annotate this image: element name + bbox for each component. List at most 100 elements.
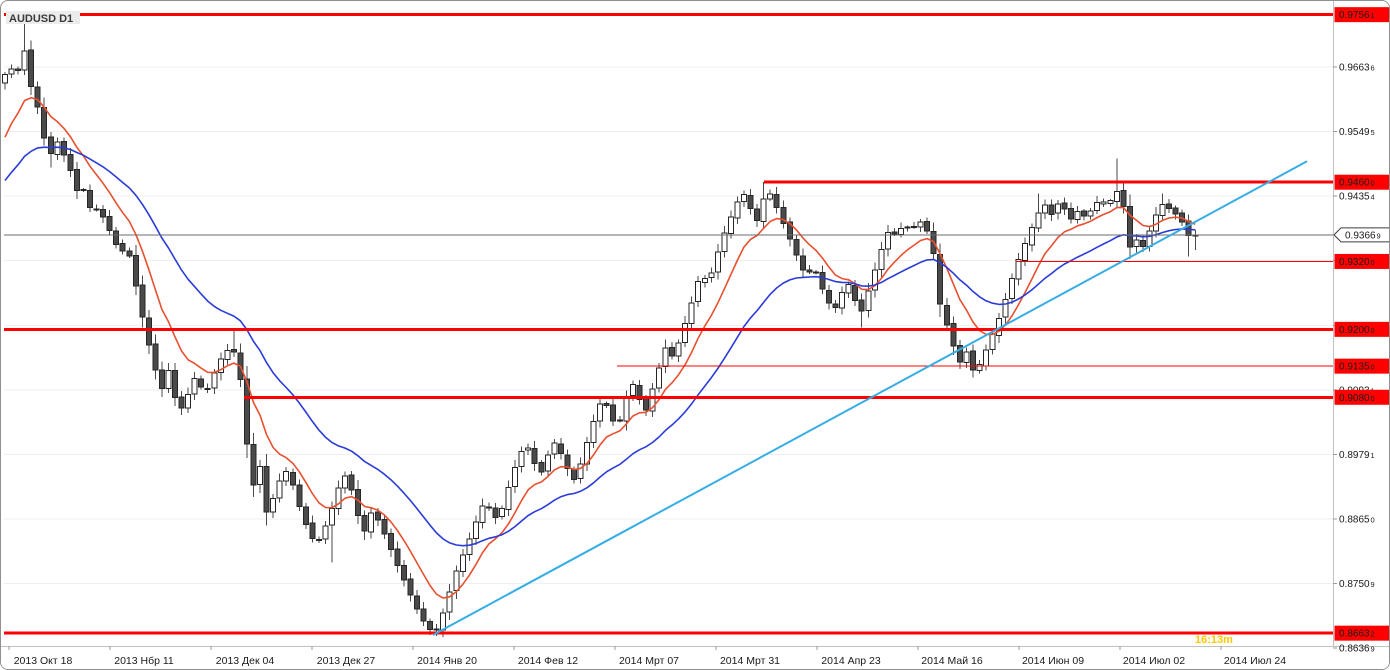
candle-body (1120, 189, 1127, 207)
candle-body (185, 393, 192, 409)
candle-body (433, 628, 440, 631)
candle-body (610, 404, 617, 422)
candle-body (917, 221, 924, 228)
level-price-label-text: 0.8663 (1339, 629, 1370, 640)
level-price-label-pip: 1 (1371, 11, 1375, 20)
candle-body (780, 206, 787, 224)
candle-body (512, 467, 519, 487)
candle-body (1107, 200, 1114, 204)
candle-body (1041, 204, 1048, 214)
candle-body (427, 621, 434, 631)
candle-body (381, 519, 388, 535)
candle-body (669, 347, 676, 357)
candle-body (963, 351, 970, 363)
level-price-label-text: 0.9320 (1339, 257, 1370, 268)
candle-body (420, 608, 427, 622)
level-price-label-text: 0.9756 (1339, 10, 1370, 21)
level-price-label (1334, 7, 1389, 23)
candle-body (518, 450, 525, 468)
candle-body (394, 548, 401, 566)
trendline[interactable] (432, 160, 1308, 636)
candle-body (250, 444, 257, 486)
candle-body (741, 194, 748, 203)
candle-body (309, 522, 316, 540)
candle-body (158, 369, 165, 390)
symbol-label-background (6, 11, 80, 24)
candle-body (113, 230, 120, 245)
candle-body (525, 447, 532, 451)
price-axis-label: 0.8979 (1339, 450, 1370, 461)
date-axis-label: 2014 Апр 23 (821, 655, 881, 667)
moving-average-fast[interactable] (4, 97, 1196, 599)
candle-body (374, 511, 381, 521)
candle-body (1094, 201, 1101, 211)
candle-body (270, 498, 277, 513)
level-price-label-text: 0.9200 (1339, 325, 1370, 336)
candle-body (688, 302, 695, 325)
price-axis-label: 0.9435 (1339, 192, 1370, 203)
candle-body (950, 323, 957, 347)
candle-body (296, 484, 303, 507)
candle-countdown-timer: 16:13m (1195, 634, 1233, 646)
candle-body (1054, 203, 1061, 214)
candle-body (80, 188, 87, 191)
candle-body (531, 447, 538, 464)
level-price-label-text: 0.9460 (1339, 178, 1370, 189)
candle-body (1146, 230, 1153, 248)
candle-body (760, 198, 767, 222)
candle-body (1185, 220, 1192, 237)
candle-body (1074, 211, 1081, 221)
price-axis-label-pip: 9 (1371, 645, 1375, 654)
candle-body (283, 471, 290, 482)
candle-body (590, 421, 597, 444)
candle-body (499, 508, 506, 517)
candle-body (335, 487, 342, 509)
price-axis-label-pip: 5 (1371, 128, 1375, 137)
candle-body (342, 475, 349, 489)
level-price-label-pip: 2 (1371, 630, 1375, 639)
current-price-label-pip: 9 (1377, 231, 1381, 240)
candle-body (858, 299, 865, 312)
candle-body (479, 505, 486, 524)
symbol-label-group: AUDUSD D1 (6, 11, 80, 25)
candle-body (47, 136, 54, 155)
moving-average-slow[interactable] (4, 146, 1196, 547)
candle-body (453, 570, 460, 592)
price-axis-label-pip: 4 (1371, 193, 1375, 202)
level-price-label-pip: 0 (1371, 363, 1375, 372)
level-price-label (1334, 389, 1389, 405)
date-axis-label: 2014 Фев 12 (518, 655, 578, 667)
candle-body (616, 419, 623, 422)
candle-body (2, 74, 8, 84)
date-axis-panel (1, 646, 1389, 669)
candle-body (217, 358, 224, 374)
date-axis-label: 2014 Июн 09 (1022, 655, 1084, 667)
price-axis-label: 0.9663 (1339, 63, 1370, 74)
candle-body (178, 396, 185, 409)
candle-body (943, 304, 950, 326)
candle-body (701, 277, 708, 283)
candle-body (708, 272, 715, 278)
candle-body (492, 507, 499, 519)
candle-body (544, 454, 551, 472)
candle-body (1022, 243, 1029, 261)
candle-body (505, 487, 512, 510)
candle-body (832, 303, 839, 308)
candle-body (1126, 205, 1133, 248)
candle-body (721, 232, 728, 253)
candle-body (603, 402, 610, 407)
candle-body (198, 378, 205, 388)
candle-body (623, 395, 630, 422)
candle-body (243, 378, 250, 445)
candle-body (387, 533, 394, 550)
candle-body (983, 349, 989, 367)
candle-body (1048, 204, 1055, 215)
candle-body (727, 216, 734, 234)
level-price-label (1334, 174, 1389, 190)
date-axis-label: 2013 Дек 27 (317, 655, 376, 667)
candle-body (845, 284, 852, 294)
candle-body (204, 387, 211, 390)
candle-body (662, 347, 669, 368)
date-axis-label: 2014 Июл 24 (1224, 655, 1286, 667)
